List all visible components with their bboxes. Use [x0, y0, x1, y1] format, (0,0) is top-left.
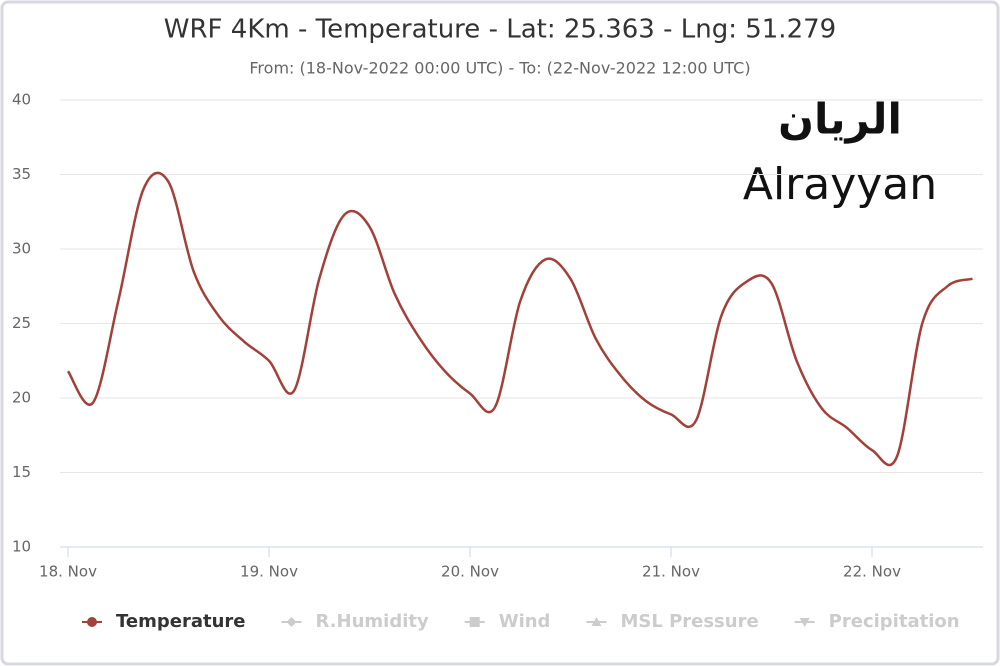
legend-label: R.Humidity — [315, 611, 428, 632]
series-line — [66, 171, 973, 466]
legend-item[interactable]: R.Humidity — [281, 611, 429, 632]
legend-item[interactable]: Temperature — [82, 611, 245, 632]
x-tick-label: 18. Nov — [39, 563, 97, 581]
legend-label: Precipitation — [829, 611, 960, 632]
annotation-arabic: الريان — [778, 95, 902, 145]
legend-symbol — [469, 617, 480, 627]
y-tick-label: 10 — [12, 538, 31, 556]
legend-symbol — [591, 617, 602, 626]
y-tick-label: 40 — [12, 91, 31, 109]
legend-label: MSL Pressure — [620, 611, 758, 632]
y-tick-label: 30 — [12, 240, 31, 258]
y-tick-label: 25 — [12, 314, 31, 332]
x-tick-label: 19. Nov — [240, 563, 298, 581]
x-tick-label: 22. Nov — [843, 563, 901, 581]
legend-symbol — [87, 617, 97, 627]
y-tick-label: 15 — [12, 463, 31, 481]
x-tick-label: 20. Nov — [441, 563, 499, 581]
y-tick-label: 20 — [12, 389, 31, 407]
legend-label: Wind — [499, 611, 551, 632]
chart-title: WRF 4Km - Temperature - Lat: 25.363 - Ln… — [164, 15, 836, 45]
y-tick-label: 35 — [12, 165, 31, 183]
x-tick-label: 21. Nov — [642, 563, 700, 581]
legend-symbol — [286, 617, 297, 627]
legend-item[interactable]: Precipitation — [794, 611, 960, 632]
legend-item[interactable]: Wind — [464, 611, 551, 632]
chart-subtitle: From: (18-Nov-2022 00:00 UTC) - To: (22-… — [249, 59, 750, 78]
legend-item[interactable]: MSL Pressure — [586, 611, 759, 632]
legend-label: Temperature — [116, 611, 245, 632]
legend-symbol — [799, 618, 810, 627]
annotation-name: Alrayyan — [743, 159, 937, 210]
